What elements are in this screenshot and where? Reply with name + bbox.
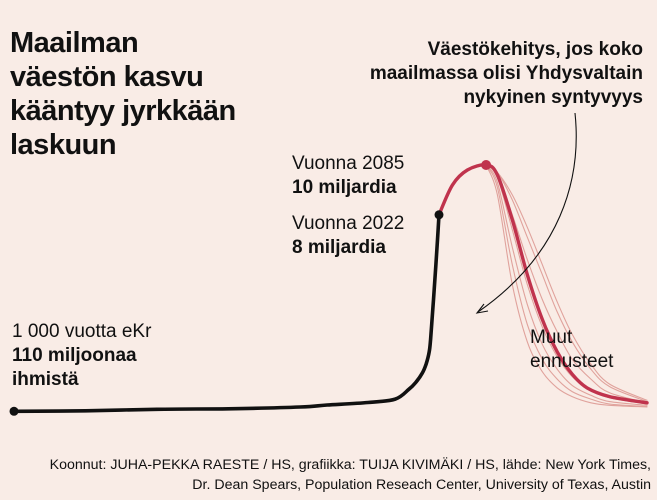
label-others-line-2: ennusteet [530,351,614,372]
other-projection-line-1 [485,164,648,403]
other-projection-line-2 [485,164,648,401]
main-projection-line [437,163,649,405]
annotation-arrow-head [475,303,489,314]
other-projection-line-6 [485,164,648,408]
annotation-line-3: nykyinen syntyvyys [463,87,643,108]
label-2085-year: Vuonna 2085 [292,153,405,174]
us-fertility-annotation: Väestökehitys, jos koko maailmassa olisi… [343,38,643,110]
label-2085-value: 10 miljardia [292,177,397,198]
title-line-1: Maailman [10,27,139,59]
annotation-line-2: maailmassa olisi Yhdysvaltain [369,63,643,84]
label-start: 1 000 vuotta eKr 110 miljoonaa ihmistä [12,320,151,392]
label-start-unit: ihmistä [12,369,79,390]
label-2022: Vuonna 2022 8 miljardia [292,212,404,260]
source-credits: Koonnut: JUHA-PEKKA RAESTE / HS, grafiik… [1,455,651,495]
annotation-arrow [477,112,577,313]
history-group [12,213,441,414]
history-line [12,213,441,414]
label-start-year: 1 000 vuotta eKr [12,321,152,342]
label-others-line-1: Muut [530,327,573,348]
markers [9,160,492,416]
title-line-2: väestön kasvu [10,61,204,93]
source-line-1: Koonnut: JUHA-PEKKA RAESTE / HS, grafiik… [49,457,651,473]
marker-2085 [481,160,492,170]
label-start-value: 110 miljoonaa [12,345,137,366]
annotation-line-1: Väestökehitys, jos koko [427,39,643,60]
label-2022-value: 8 miljardia [292,237,386,258]
chart-title: Maailman väestön kasvu kääntyy jyrkkään … [10,26,290,162]
marker-2022 [434,210,444,220]
label-2085: Vuonna 2085 10 miljardia [292,152,404,200]
source-line-2: Dr. Dean Spears, Population Reseach Cent… [192,477,651,493]
other-projection-line-5 [485,164,648,406]
title-line-3: kääntyy jyrkkään [10,95,236,127]
marker-start [9,406,19,416]
label-2022-year: Vuonna 2022 [292,213,405,234]
label-other-projections: Muut ennusteet [530,326,613,374]
other-projection-line-7 [485,164,648,408]
title-line-4: laskuun [10,129,117,161]
main-projection-group [437,163,649,405]
